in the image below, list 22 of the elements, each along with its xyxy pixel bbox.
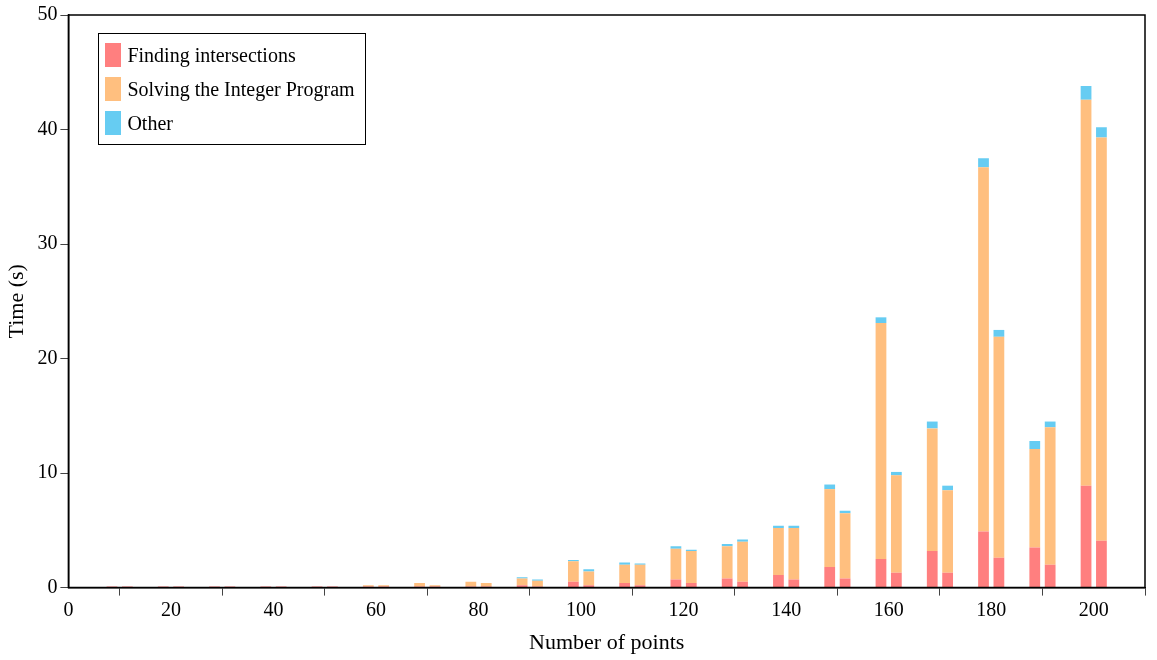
x-tick-label: 40 [263, 597, 284, 620]
x-tick-label: 100 [566, 597, 597, 620]
legend-label: Other [127, 111, 173, 136]
x-tick-label: 200 [1078, 597, 1109, 620]
y-axis-title: Time (s) [2, 264, 28, 339]
x-axis-title: Number of points [529, 628, 685, 654]
x-tick-label: 140 [771, 597, 802, 620]
y-tick-label: 0 [47, 574, 58, 597]
x-tick-label: 160 [873, 597, 904, 620]
x-tick-label: 0 [63, 597, 74, 620]
x-tick-label: 180 [976, 597, 1007, 620]
legend-label: Finding intersections [127, 43, 296, 69]
x-tick-label: 120 [668, 597, 699, 620]
legend-label: Solving the Integer Program [127, 77, 355, 103]
x-tick-label: 80 [468, 597, 489, 620]
y-tick-label: 30 [37, 231, 58, 254]
y-tick-label: 40 [37, 116, 58, 139]
x-tick-label: 20 [160, 597, 181, 620]
x-tick-label: 60 [366, 597, 386, 620]
y-tick-label: 50 [37, 2, 58, 25]
y-tick-label: 20 [37, 345, 58, 368]
y-tick-label: 10 [37, 460, 58, 483]
